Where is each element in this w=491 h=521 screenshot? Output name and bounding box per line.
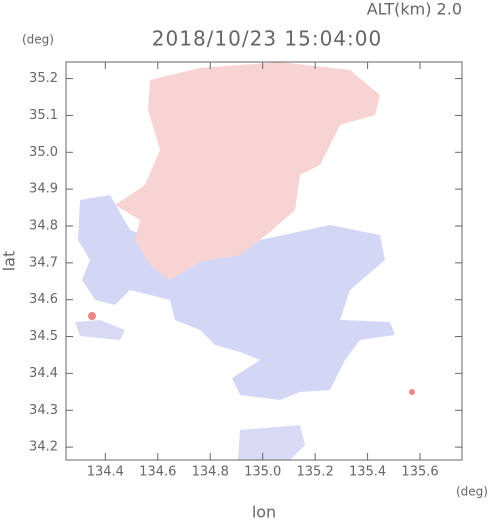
x-tick-label: 135.0 [244,465,281,480]
y-tick-label: 34.3 [29,403,58,418]
y-tick-label: 34.5 [29,329,58,344]
x-tick-label: 134.6 [139,465,176,480]
x-axis-label: lon [252,503,276,521]
y-tick-label: 34.4 [29,366,58,381]
y-tick-label: 34.8 [29,218,58,233]
y-tick-label: 35.2 [29,71,58,86]
echo-positive [88,312,96,320]
plot-frame [65,61,463,461]
y-tick-label: 34.2 [29,440,58,455]
y-unit: (deg) [22,33,54,47]
x-tick-label: 135.6 [401,465,438,480]
y-tick-label: 34.6 [29,292,58,307]
y-tick-label: 35.1 [29,108,58,123]
x-unit: (deg) [456,485,488,499]
x-tick-label: 134.4 [87,465,124,480]
echo-positive [115,62,380,280]
radar-field [75,62,415,460]
echo-positive [409,389,415,395]
x-tick-label: 135.2 [297,465,334,480]
y-tick-label: 34.7 [29,255,58,270]
y-axis-label: lat [0,251,19,272]
y-tick-label: 35.0 [29,145,58,160]
x-tick-label: 134.8 [192,465,229,480]
echo-negative [75,320,125,340]
x-tick-label: 135.4 [349,465,386,480]
subtitle: ALT(km) 2.0 [367,0,462,19]
y-tick-label: 34.9 [29,182,58,197]
echo-negative [238,425,305,460]
chart-title: 2018/10/23 15:04:00 [152,27,382,51]
